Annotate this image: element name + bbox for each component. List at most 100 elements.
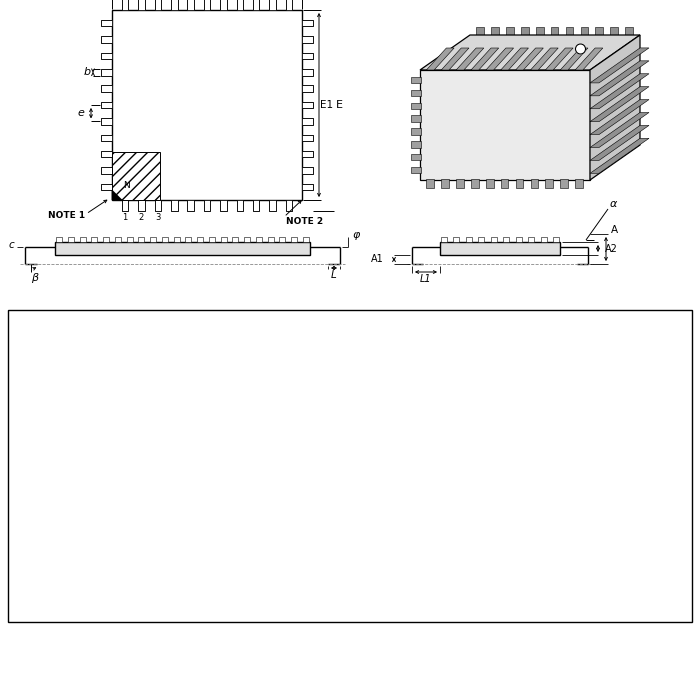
Text: A2: A2	[605, 244, 618, 253]
Polygon shape	[112, 190, 122, 200]
Bar	[115, 237, 121, 242]
Bar	[411, 141, 421, 148]
Text: MAX: MAX	[584, 329, 612, 339]
Text: A1: A1	[311, 416, 324, 426]
Bar	[101, 36, 112, 43]
Polygon shape	[590, 113, 649, 148]
Bar	[150, 237, 156, 242]
Bar	[204, 0, 210, 10]
Bar	[174, 237, 180, 242]
Text: 0.30: 0.30	[378, 573, 400, 583]
Polygon shape	[590, 74, 649, 108]
Text: A: A	[610, 225, 617, 235]
Text: Footprint: Footprint	[12, 451, 64, 461]
Text: Lead Width: Lead Width	[12, 573, 76, 583]
Polygon shape	[456, 48, 484, 70]
Bar	[411, 77, 421, 83]
Polygon shape	[486, 48, 514, 70]
Text: 2: 2	[139, 213, 144, 221]
Bar	[302, 36, 313, 43]
Text: Units: Units	[312, 313, 343, 323]
Text: β: β	[32, 273, 38, 283]
Polygon shape	[590, 48, 649, 83]
Bar	[610, 27, 618, 35]
Bar	[112, 152, 160, 200]
Bar	[188, 0, 194, 10]
Text: 0.60: 0.60	[482, 433, 505, 443]
Text: 0.45: 0.45	[587, 573, 609, 583]
Bar	[101, 69, 112, 76]
Text: –: –	[491, 556, 496, 566]
Text: 44: 44	[487, 346, 500, 356]
Text: 0.75: 0.75	[587, 433, 609, 443]
Text: 13°: 13°	[589, 591, 607, 601]
Text: Overall Length: Overall Length	[12, 503, 95, 513]
Bar	[411, 90, 421, 96]
Polygon shape	[545, 48, 573, 70]
Text: e: e	[78, 108, 85, 118]
Bar	[528, 237, 534, 242]
Bar	[139, 0, 145, 10]
Polygon shape	[590, 87, 649, 122]
Polygon shape	[590, 99, 649, 134]
Bar	[220, 0, 227, 10]
Text: Lead Thickness: Lead Thickness	[12, 556, 99, 566]
Polygon shape	[516, 48, 543, 70]
Text: Mold Draft Angle Top: Mold Draft Angle Top	[12, 591, 131, 601]
Bar	[8, 310, 692, 622]
Text: 0.37: 0.37	[482, 573, 505, 583]
Text: 0.15: 0.15	[587, 416, 609, 426]
Text: D1: D1	[310, 538, 325, 548]
Text: 10.00 BSC: 10.00 BSC	[468, 538, 519, 548]
Bar	[244, 237, 250, 242]
Text: N: N	[122, 181, 130, 190]
Bar	[232, 237, 239, 242]
Bar	[521, 27, 528, 35]
Polygon shape	[426, 48, 454, 70]
Text: Overall Height: Overall Height	[12, 381, 94, 391]
Bar	[256, 237, 262, 242]
Text: c: c	[8, 240, 14, 250]
Bar	[162, 237, 168, 242]
Text: –: –	[491, 381, 496, 391]
Text: L: L	[315, 433, 321, 443]
Polygon shape	[590, 35, 640, 180]
Bar	[112, 10, 302, 200]
Text: 0.09: 0.09	[378, 556, 400, 566]
Bar	[500, 179, 508, 188]
Bar	[103, 237, 109, 242]
Text: 12°: 12°	[484, 608, 503, 618]
Text: 1.00: 1.00	[482, 398, 505, 408]
Bar	[56, 237, 62, 242]
Bar	[101, 118, 112, 125]
Bar	[101, 151, 112, 158]
Polygon shape	[471, 48, 498, 70]
Bar	[101, 102, 112, 108]
Bar	[575, 179, 583, 188]
Text: α: α	[314, 591, 321, 601]
Bar	[553, 237, 559, 242]
Bar	[302, 69, 313, 76]
Bar	[466, 237, 472, 242]
Bar	[171, 0, 178, 10]
Text: Molded Package Thickness: Molded Package Thickness	[12, 398, 163, 408]
Bar	[302, 52, 313, 59]
Bar	[80, 237, 85, 242]
Bar	[186, 237, 191, 242]
Bar	[454, 237, 459, 242]
Text: 12°: 12°	[484, 591, 503, 601]
Text: b: b	[314, 573, 321, 583]
Bar	[101, 183, 112, 190]
Text: MIN: MIN	[377, 329, 401, 339]
Text: φ: φ	[314, 468, 321, 478]
Polygon shape	[420, 35, 640, 70]
Text: 12.00 BSC: 12.00 BSC	[468, 486, 519, 496]
Text: Molded Package Length: Molded Package Length	[12, 538, 147, 548]
Text: –: –	[387, 381, 392, 391]
Text: E1: E1	[312, 521, 324, 531]
Bar	[540, 237, 547, 242]
Bar	[286, 200, 292, 211]
Bar	[302, 183, 313, 190]
Bar	[426, 179, 434, 188]
Text: 0°: 0°	[384, 468, 395, 478]
